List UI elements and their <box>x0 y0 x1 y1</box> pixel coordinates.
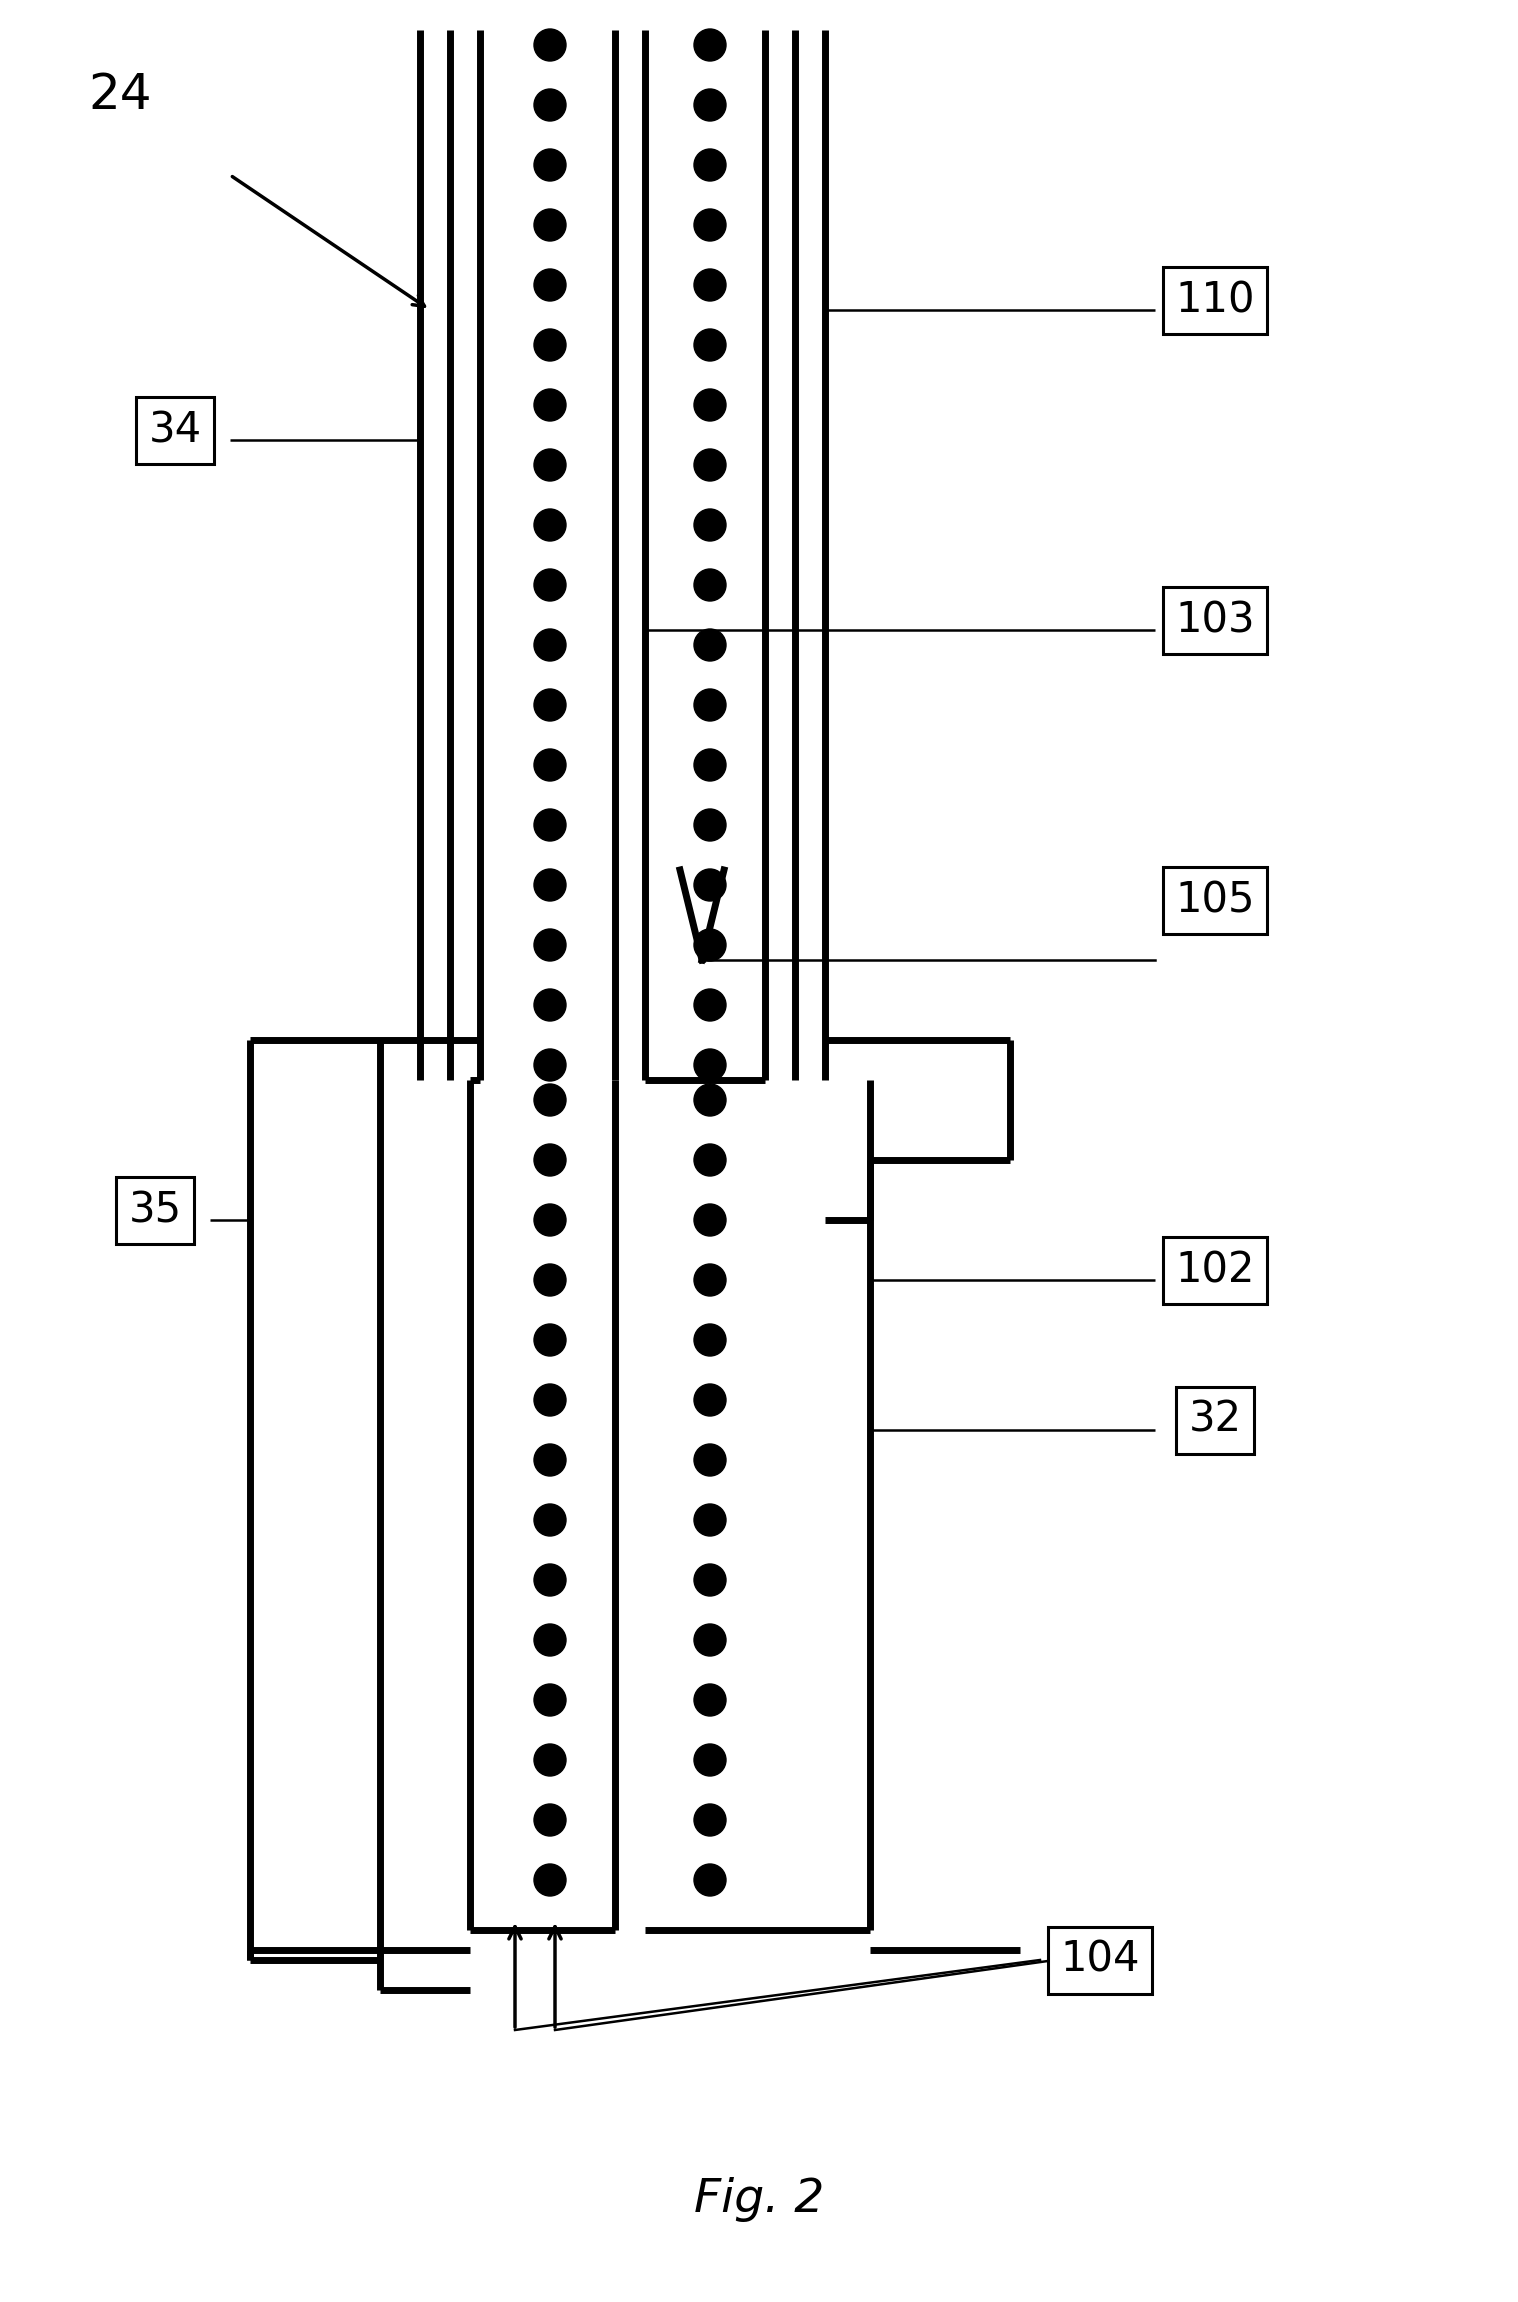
Circle shape <box>694 868 726 900</box>
Circle shape <box>694 990 726 1022</box>
Circle shape <box>534 1204 566 1236</box>
Circle shape <box>694 1264 726 1296</box>
Circle shape <box>534 1865 566 1897</box>
Circle shape <box>694 269 726 302</box>
Circle shape <box>534 628 566 661</box>
Circle shape <box>534 1563 566 1595</box>
Circle shape <box>534 269 566 302</box>
Circle shape <box>534 990 566 1022</box>
Circle shape <box>694 1805 726 1837</box>
Text: 34: 34 <box>149 410 202 451</box>
Text: 110: 110 <box>1175 279 1255 320</box>
Circle shape <box>534 509 566 541</box>
Text: Fig. 2: Fig. 2 <box>694 2178 824 2221</box>
Circle shape <box>694 808 726 840</box>
Circle shape <box>694 628 726 661</box>
Circle shape <box>694 1050 726 1082</box>
Circle shape <box>534 569 566 601</box>
Circle shape <box>534 1805 566 1837</box>
Circle shape <box>694 1503 726 1535</box>
Text: 103: 103 <box>1175 599 1255 640</box>
Circle shape <box>694 1384 726 1416</box>
Circle shape <box>534 1144 566 1176</box>
Circle shape <box>534 1623 566 1655</box>
Circle shape <box>694 930 726 960</box>
Circle shape <box>534 1745 566 1777</box>
Text: 104: 104 <box>1060 1938 1140 1982</box>
Circle shape <box>694 1563 726 1595</box>
Circle shape <box>694 150 726 182</box>
Circle shape <box>694 1204 726 1236</box>
Text: 35: 35 <box>129 1190 182 1232</box>
Circle shape <box>534 1050 566 1082</box>
Circle shape <box>534 688 566 721</box>
Text: 102: 102 <box>1175 1250 1255 1291</box>
Circle shape <box>534 449 566 481</box>
Circle shape <box>534 1084 566 1116</box>
Circle shape <box>694 1685 726 1715</box>
Circle shape <box>534 329 566 361</box>
Circle shape <box>534 1685 566 1715</box>
Circle shape <box>534 30 566 60</box>
Circle shape <box>534 930 566 960</box>
Circle shape <box>694 569 726 601</box>
Circle shape <box>694 1443 726 1476</box>
Circle shape <box>694 1865 726 1897</box>
Circle shape <box>694 1084 726 1116</box>
Circle shape <box>694 329 726 361</box>
Circle shape <box>534 1443 566 1476</box>
Circle shape <box>534 1264 566 1296</box>
Circle shape <box>694 1623 726 1655</box>
Circle shape <box>694 30 726 60</box>
Circle shape <box>694 449 726 481</box>
Circle shape <box>694 509 726 541</box>
Text: 105: 105 <box>1175 879 1255 921</box>
Circle shape <box>694 688 726 721</box>
Circle shape <box>534 1384 566 1416</box>
Circle shape <box>534 748 566 780</box>
Text: 32: 32 <box>1189 1400 1242 1441</box>
Circle shape <box>694 1144 726 1176</box>
Circle shape <box>534 1503 566 1535</box>
Circle shape <box>534 868 566 900</box>
Circle shape <box>534 1324 566 1356</box>
Circle shape <box>534 90 566 122</box>
Circle shape <box>694 1324 726 1356</box>
Circle shape <box>534 150 566 182</box>
Circle shape <box>534 808 566 840</box>
Circle shape <box>694 90 726 122</box>
Circle shape <box>694 748 726 780</box>
Text: 24: 24 <box>88 71 152 120</box>
Circle shape <box>694 389 726 421</box>
Circle shape <box>694 209 726 242</box>
Circle shape <box>534 389 566 421</box>
Circle shape <box>694 1745 726 1777</box>
Circle shape <box>534 209 566 242</box>
